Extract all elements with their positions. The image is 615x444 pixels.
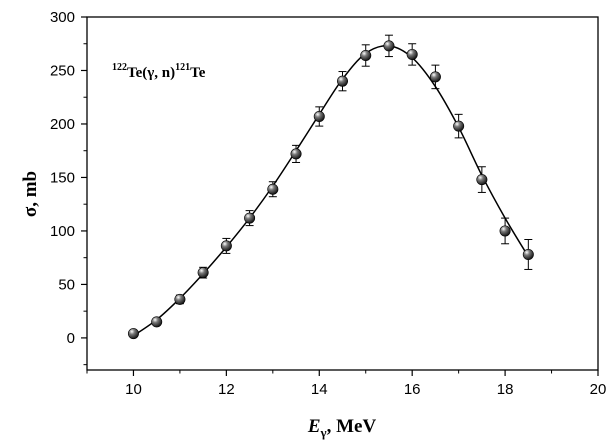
data-point-marker xyxy=(429,71,441,83)
data-point-marker xyxy=(244,212,256,224)
x-tick-label: 12 xyxy=(218,381,235,398)
data-point xyxy=(453,113,465,139)
data-point xyxy=(197,266,209,279)
data-point xyxy=(499,217,511,245)
fit-curve-layer xyxy=(133,45,529,337)
data-point xyxy=(406,43,418,66)
x-tick-label: 16 xyxy=(404,381,421,398)
y-tick-label: 0 xyxy=(67,330,75,347)
y-tick-label: 50 xyxy=(58,276,75,293)
y-tick-label: 250 xyxy=(50,62,75,79)
data-point-marker xyxy=(453,120,465,132)
y-axis-label: σ, mb xyxy=(20,171,41,217)
data-point xyxy=(336,71,348,92)
x-axis-label-sub: γ xyxy=(320,425,327,440)
fit-curve xyxy=(133,45,529,337)
x-tick-label: 20 xyxy=(590,381,607,398)
data-point xyxy=(360,44,372,67)
data-point xyxy=(220,237,232,254)
data-point xyxy=(476,166,488,193)
data-point xyxy=(522,238,534,270)
data-point xyxy=(313,106,325,127)
annotation-superscript: 122 xyxy=(112,62,127,73)
x-axis-label-main: E xyxy=(307,416,321,437)
data-point-marker xyxy=(522,248,534,260)
annotation-superscript: 121 xyxy=(175,62,190,73)
data-point xyxy=(290,144,302,163)
data-point xyxy=(383,34,395,58)
data-point-marker xyxy=(151,316,163,328)
data-point-marker xyxy=(360,50,372,62)
y-tick-label: 100 xyxy=(50,223,75,240)
data-point-marker xyxy=(267,183,279,195)
reaction-annotation: 122Te(γ, n)121Te xyxy=(112,62,206,81)
x-tick-label: 10 xyxy=(125,381,142,398)
plot-frame xyxy=(86,16,599,371)
y-tick-label: 150 xyxy=(50,169,75,186)
x-tick-label: 14 xyxy=(311,381,328,398)
x-axis-label-unit: , MeV xyxy=(327,416,377,437)
data-point-marker xyxy=(197,267,209,279)
data-points-layer xyxy=(127,34,534,340)
annotation-text: Te(γ, n) xyxy=(127,65,175,81)
data-point xyxy=(267,181,279,198)
data-point-marker xyxy=(499,225,511,237)
data-point-marker xyxy=(383,40,395,52)
data-point-marker xyxy=(476,174,488,186)
y-tick-label: 200 xyxy=(50,116,75,133)
x-axis-label: Eγ, MeV xyxy=(307,416,377,440)
data-point-marker xyxy=(336,75,348,87)
data-point xyxy=(174,293,186,305)
data-point xyxy=(151,316,163,328)
axis-ticks xyxy=(81,16,599,376)
data-point-marker xyxy=(174,293,186,305)
data-point-marker xyxy=(290,148,302,160)
data-point xyxy=(244,210,256,227)
y-tick-label: 300 xyxy=(50,9,75,26)
x-tick-label: 18 xyxy=(497,381,514,398)
data-point xyxy=(429,64,441,90)
plot-area-border xyxy=(86,16,599,371)
data-point-marker xyxy=(127,328,139,340)
data-point xyxy=(127,328,139,340)
data-point-marker xyxy=(406,48,418,60)
data-point-marker xyxy=(313,110,325,122)
annotation-text: Te xyxy=(190,65,206,81)
data-point-marker xyxy=(220,240,232,252)
